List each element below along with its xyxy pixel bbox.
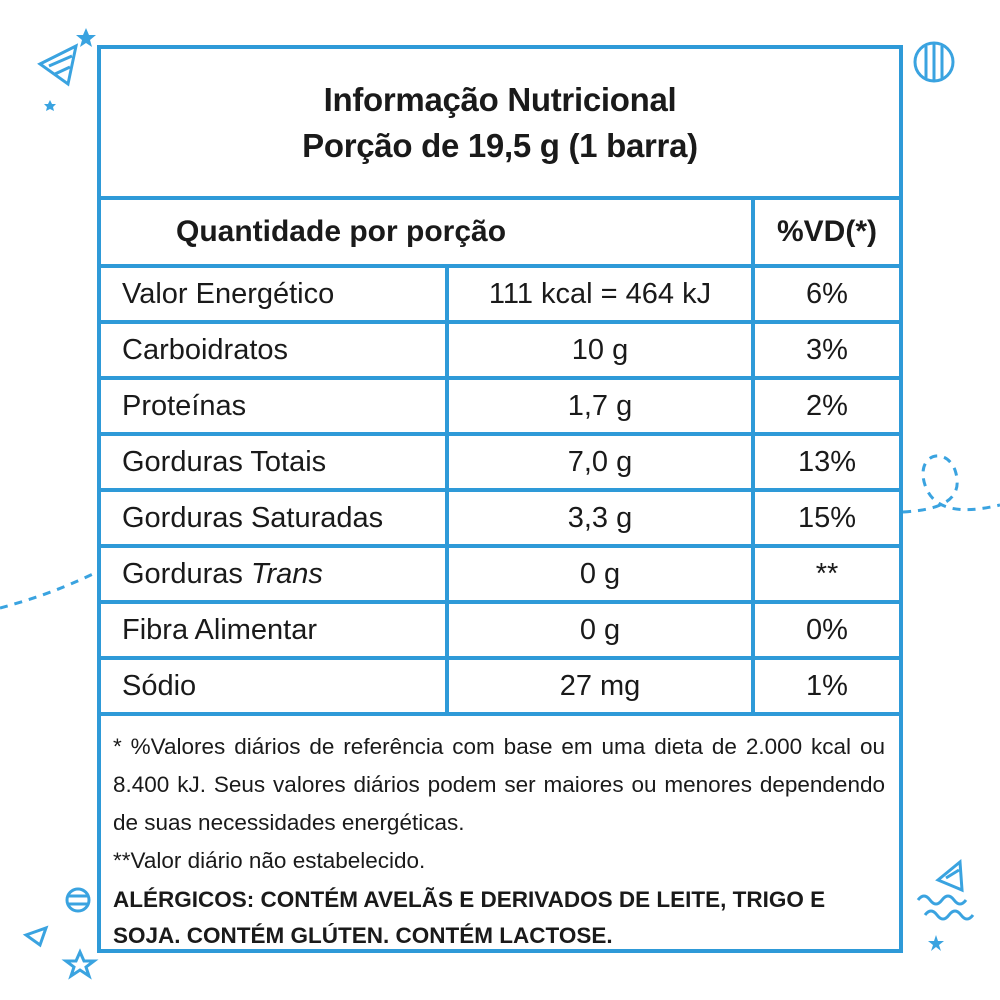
nutrition-facts-panel: Informação Nutricional Porção de 19,5 g … — [97, 45, 903, 953]
allergen-warning: ALÉRGICOS: CONTÉM AVELÃS E DERIVADOS DE … — [113, 887, 826, 948]
nutrient-dv: 2% — [806, 389, 848, 422]
serving-size: Porção de 19,5 g (1 barra) — [302, 126, 698, 164]
nutrient-amount: 10 g — [449, 324, 755, 376]
party-hat-icon — [22, 925, 49, 948]
nutrient-amount: 0 g — [449, 604, 755, 656]
nutrient-amount: 27 mg — [449, 660, 755, 712]
nutrient-name: Gorduras Totais — [101, 436, 449, 488]
party-hat-icon — [37, 43, 79, 87]
nutrient-name: Proteínas — [101, 380, 449, 432]
nutrient-name-italic: Trans — [250, 557, 323, 590]
nutrient-dv: 13% — [797, 445, 857, 478]
nutrient-name: Gorduras — [122, 557, 243, 590]
nutrient-name-trans: Gorduras Trans — [101, 548, 449, 600]
table-header-row: Quantidade por porção %VD(*) — [101, 200, 899, 268]
squiggle-icon — [916, 894, 975, 921]
nutrient-amount: 3,3 g — [449, 492, 755, 544]
nutrient-dv: 0% — [806, 613, 848, 646]
label-title: Informação Nutricional — [323, 80, 677, 118]
table-row: Proteínas 1,7 g 2% — [101, 380, 899, 436]
nutrient-name: Carboidratos — [101, 324, 449, 376]
star-icon — [76, 28, 96, 47]
footnotes: * %Valores diários de referência com bas… — [101, 716, 899, 954]
quantity-header: Quantidade por porção — [101, 200, 755, 264]
dashed-streamer-line — [0, 570, 98, 610]
nutrient-name: Sódio — [101, 660, 449, 712]
striped-ball-icon — [65, 887, 91, 913]
nutrient-amount: 1,7 g — [449, 380, 755, 432]
table-row: Fibra Alimentar 0 g 0% — [101, 604, 899, 660]
party-hat-icon — [935, 859, 964, 893]
table-row: Carboidratos 10 g 3% — [101, 324, 899, 380]
nutrient-name: Gorduras Saturadas — [101, 492, 449, 544]
nutrient-amount: 0 g — [449, 548, 755, 600]
table-row: Sódio 27 mg 1% — [101, 660, 899, 716]
star-icon — [61, 948, 99, 980]
nutrient-name: Fibra Alimentar — [101, 604, 449, 656]
star-icon — [928, 935, 944, 951]
nutrient-dv: 3% — [806, 333, 848, 366]
table-row: Gorduras Totais 7,0 g 13% — [101, 436, 899, 492]
label-title-block: Informação Nutricional Porção de 19,5 g … — [101, 49, 899, 200]
nutrient-dv: 1% — [806, 669, 848, 702]
table-row: Gorduras Saturadas 3,3 g 15% — [101, 492, 899, 548]
nutrient-amount: 7,0 g — [449, 436, 755, 488]
daily-value-header: %VD(*) — [776, 215, 877, 248]
nutrient-dv: 15% — [797, 501, 857, 534]
nutrient-amount: 111 kcal = 464 kJ — [449, 268, 755, 320]
dashed-streamer-line — [902, 454, 1000, 514]
nutrient-dv: ** — [815, 557, 839, 590]
star-icon — [44, 100, 56, 111]
table-row: Gorduras Trans 0 g ** — [101, 548, 899, 604]
nutrient-name: Valor Energético — [101, 268, 449, 320]
striped-ball-icon — [913, 41, 955, 83]
nutrient-dv: 6% — [806, 277, 848, 310]
table-row: Valor Energético 111 kcal = 464 kJ 6% — [101, 268, 899, 324]
footnote-daily-values: * %Valores diários de referência com bas… — [113, 734, 885, 835]
footnote-not-established: **Valor diário não estabelecido. — [113, 848, 426, 873]
